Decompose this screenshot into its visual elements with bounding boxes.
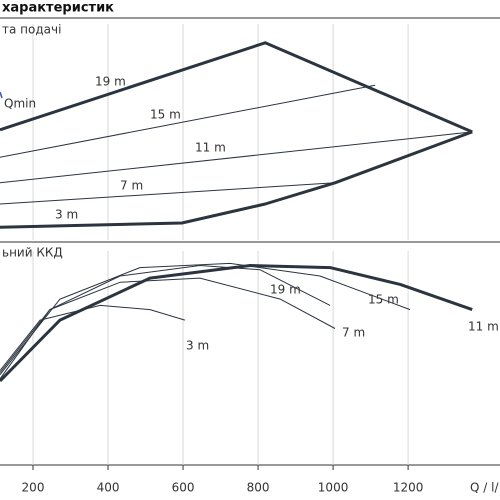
panel-title: та подачі [2, 23, 61, 37]
x-tick-label: 600 [172, 481, 195, 495]
x-tick-label: 1200 [393, 481, 424, 495]
curve-label: 11 m [468, 320, 499, 334]
curve-label: 7 m [342, 326, 365, 340]
curve [0, 265, 331, 380]
curve [0, 304, 186, 371]
curve [0, 131, 473, 184]
panel-title: ьний ККД [2, 246, 63, 260]
curve-label: 19 m [95, 75, 126, 89]
curve-label: 11 m [195, 141, 226, 155]
x-tick-label: 1000 [318, 481, 349, 495]
x-tick-label: 400 [97, 481, 120, 495]
curve [0, 41, 473, 134]
curve-label: 3 m [186, 339, 209, 353]
curve-label: 15 m [150, 108, 181, 122]
page-heading: характеристик [2, 1, 114, 16]
annotation-arrow [0, 91, 3, 99]
x-axis-label: Q / l/ [470, 481, 499, 495]
annotation: Qmin [4, 97, 36, 111]
x-tick-label: 200 [22, 481, 45, 495]
curve-label: 15 m [368, 293, 399, 307]
curve-label: 7 m [120, 179, 143, 193]
curve-label: 3 m [55, 208, 78, 222]
curve [0, 182, 336, 205]
curve [0, 262, 411, 376]
curve-label: 19 m [270, 283, 301, 297]
curve [0, 264, 473, 383]
curve [0, 130, 473, 229]
curve [0, 84, 376, 158]
x-tick-label: 800 [247, 481, 270, 495]
